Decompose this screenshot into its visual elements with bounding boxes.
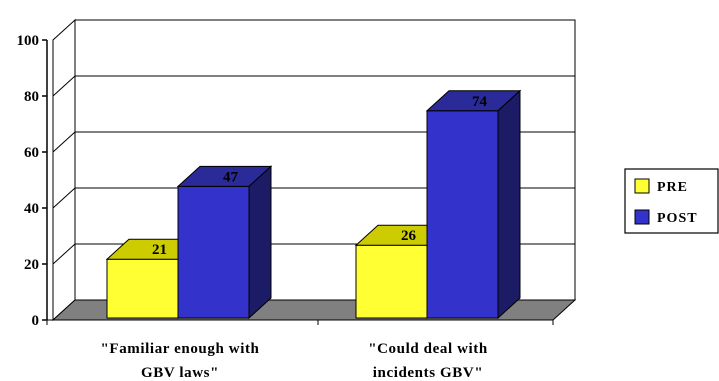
bar-side xyxy=(248,165,272,320)
bar-front xyxy=(355,244,428,319)
legend-label-pre: PRE xyxy=(657,180,688,195)
legend: PRE POST xyxy=(624,168,719,234)
category-labels: "Familiar enough with GBV laws" "Could dea… xyxy=(101,341,488,381)
category-label-1-line-0: "Could deal with xyxy=(368,341,488,357)
gridline xyxy=(52,75,575,97)
y-axis: 0 20 40 60 80 100 xyxy=(17,33,554,329)
y-tick-label: 40 xyxy=(24,201,39,217)
data-label-post-0: 47 xyxy=(223,169,239,185)
bar-post-0 xyxy=(176,165,273,320)
y-tick-label: 80 xyxy=(24,89,39,105)
y-tick-label: 60 xyxy=(24,145,39,161)
legend-swatch-pre xyxy=(634,178,650,194)
gridline xyxy=(52,131,575,153)
bar-front xyxy=(177,185,250,319)
y-tick-label: 0 xyxy=(32,313,40,329)
data-label-pre-0: 21 xyxy=(152,242,167,258)
category-label-0-line-1: GBV laws" xyxy=(141,365,219,381)
legend-label-post: POST xyxy=(657,211,698,226)
data-labels: 21 47 26 74 xyxy=(152,94,488,258)
bar-front xyxy=(426,110,499,319)
gridline xyxy=(52,187,575,209)
bar-front xyxy=(106,258,179,319)
y-tick-label: 20 xyxy=(24,257,39,273)
y-tick-label: 100 xyxy=(17,33,40,49)
category-label-1-line-1: incidents GBV" xyxy=(373,365,484,381)
data-label-pre-1: 26 xyxy=(401,228,417,244)
bars xyxy=(105,89,522,320)
side-wall xyxy=(52,18,76,322)
bar-post-1 xyxy=(425,89,522,320)
legend-swatch-post xyxy=(634,209,650,225)
data-label-post-1: 74 xyxy=(472,94,488,110)
category-label-0-line-0: "Familiar enough with xyxy=(101,341,260,357)
bar-side xyxy=(497,89,521,320)
